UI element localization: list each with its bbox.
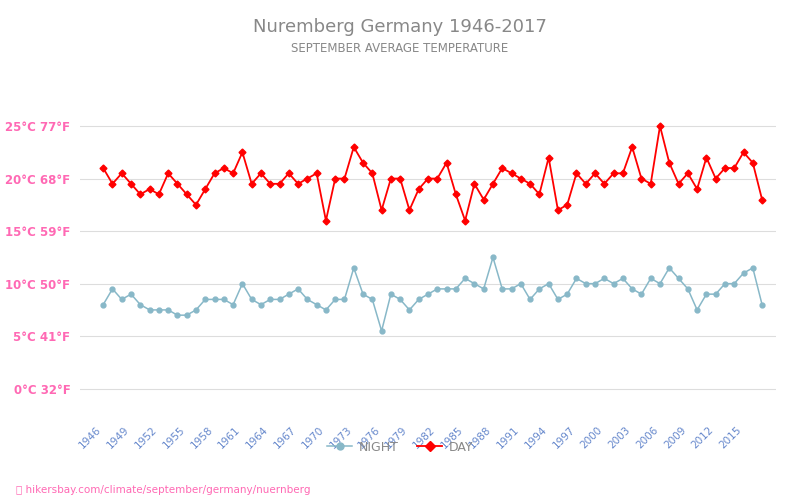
NIGHT [479,286,489,292]
DAY [98,165,108,171]
Text: Nuremberg Germany 1946-2017: Nuremberg Germany 1946-2017 [253,18,547,36]
DAY [720,165,730,171]
Legend: NIGHT, DAY: NIGHT, DAY [322,436,478,459]
NIGHT [98,302,108,308]
NIGHT [562,291,572,297]
Text: 📍 hikersbay.com/climate/september/germany/nuernberg: 📍 hikersbay.com/climate/september/german… [16,485,310,495]
DAY [655,123,665,129]
DAY [191,202,201,208]
DAY [479,196,489,202]
DAY [758,196,767,202]
Text: SEPTEMBER AVERAGE TEMPERATURE: SEPTEMBER AVERAGE TEMPERATURE [291,42,509,56]
NIGHT [720,280,730,286]
DAY [553,207,562,213]
DAY [321,218,330,224]
NIGHT [191,307,201,313]
NIGHT [488,254,498,260]
NIGHT [377,328,386,334]
Line: DAY: DAY [101,124,765,223]
NIGHT [321,307,330,313]
DAY [330,176,340,182]
NIGHT [534,286,544,292]
DAY [526,181,535,187]
NIGHT [758,302,767,308]
Line: NIGHT: NIGHT [101,255,765,334]
